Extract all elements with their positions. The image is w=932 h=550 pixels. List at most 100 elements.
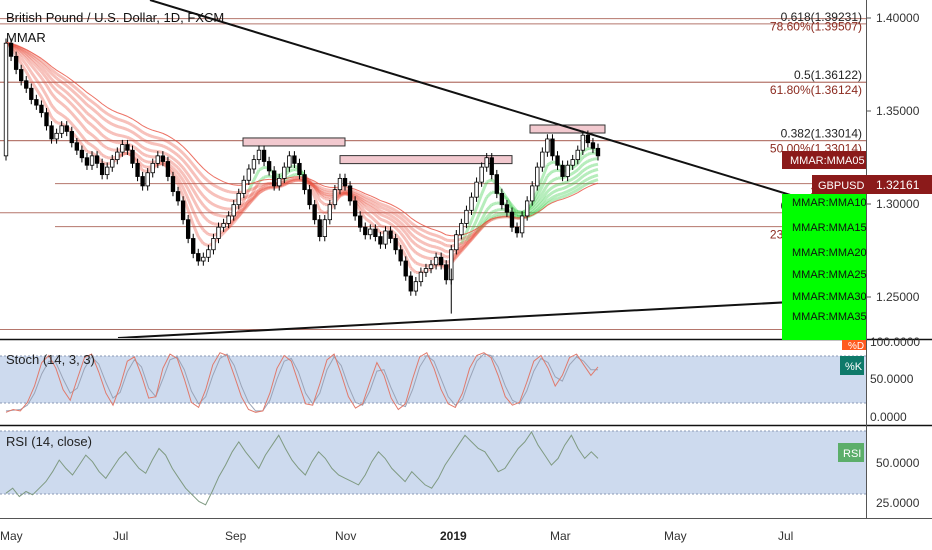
mma-ribbon-line <box>587 169 594 175</box>
mma-ribbon-line <box>455 248 463 255</box>
mma-ribbon-line <box>587 175 594 181</box>
candle-body <box>216 226 221 239</box>
mma-ribbon-line <box>404 232 412 241</box>
mma-ribbon-line <box>415 261 422 267</box>
mma-ribbon-line <box>359 190 366 195</box>
mma-ribbon-line <box>20 48 28 55</box>
mma-ribbon-line <box>213 176 219 180</box>
mma-ribbon-line <box>420 246 427 252</box>
mma-ribbon-line <box>313 182 321 189</box>
rsi-axis[interactable]: 50.0000 25.0000 <box>876 456 920 510</box>
mma-ribbon-line <box>294 178 300 182</box>
mma-ribbon-line <box>470 232 478 239</box>
mma-ribbon-line <box>247 179 256 191</box>
stoch-axis[interactable]: 100.0000 50.0000 0.0000 <box>870 335 920 424</box>
mma-ribbon-line <box>237 207 246 217</box>
mma-ribbon-line <box>557 195 563 200</box>
mma-ribbon-line <box>582 186 589 190</box>
candle-body <box>29 87 34 100</box>
candle-body <box>368 228 373 236</box>
mma-ribbon-line <box>486 178 493 184</box>
mma-ribbon-line <box>191 198 200 210</box>
mma-ribbon-line <box>80 98 89 106</box>
mma-ribbon-line <box>542 204 548 210</box>
mma-ribbon-line <box>162 151 169 157</box>
mma-ribbon-line <box>228 183 234 186</box>
mma-ribbon-line <box>157 136 164 141</box>
price-panel[interactable] <box>0 0 866 338</box>
mma-label: MMAR:MMA20 <box>792 247 867 259</box>
mma-ribbon-line <box>415 230 422 237</box>
stoch-k-badge <box>840 356 864 375</box>
mma-ribbon-line <box>212 193 220 199</box>
mma-ribbon-line <box>389 217 397 224</box>
candle-body <box>74 142 80 151</box>
mma-ribbon-line <box>374 219 382 227</box>
mma-ribbon-line <box>379 217 386 223</box>
time-axis[interactable]: May Jul Sep Nov 2019 Mar May Jul <box>0 529 793 543</box>
stoch-tick: 100.0000 <box>870 335 920 349</box>
mma-ribbon-line <box>162 144 169 150</box>
mma-ribbon-line <box>91 95 98 101</box>
mma-ribbon-line <box>404 221 412 229</box>
mma-ribbon-line <box>562 193 569 199</box>
mma-ribbon-line <box>410 217 417 222</box>
mma-ribbon-line <box>541 190 549 200</box>
mma-ribbon-line <box>516 210 523 215</box>
mma-ribbon-line <box>273 185 280 190</box>
mma-ribbon-line <box>252 180 261 192</box>
mma-ribbon-line <box>55 89 63 97</box>
candle-body <box>170 176 176 192</box>
upper-trendline[interactable] <box>149 0 866 219</box>
mma-ribbon-line <box>465 236 473 247</box>
mma-ribbon-line <box>374 213 382 221</box>
mma-label: MMAR:MMA35 <box>792 311 867 323</box>
mma-ribbon-line <box>576 163 584 171</box>
mma-ribbon-line <box>283 180 291 187</box>
mma-ribbon-line <box>557 182 563 187</box>
mma-ribbon-line <box>420 233 427 239</box>
mma-ribbon-line <box>592 182 599 186</box>
mma-ribbon-line <box>86 129 93 137</box>
mma-ribbon-line <box>264 178 270 181</box>
mma-ribbon-line <box>541 202 549 210</box>
mma-ribbon-line <box>157 143 164 148</box>
candle-body <box>565 164 570 177</box>
mma-ribbon-line <box>475 218 483 230</box>
mma-ribbon-line <box>465 236 473 243</box>
mma-ribbon-line <box>106 106 113 111</box>
mma-ribbon-line <box>379 213 387 218</box>
mma-ribbon-line <box>25 49 33 55</box>
mma-ribbon-line <box>222 226 230 233</box>
candle-body <box>337 177 343 191</box>
mma-ribbon-line <box>465 238 473 246</box>
mma-ribbon-line <box>101 116 109 123</box>
mma-ribbon-line <box>55 77 63 84</box>
mma-ribbon-line <box>566 182 574 188</box>
mma-ribbon-line <box>557 198 563 202</box>
mma-ribbon-line <box>289 176 295 179</box>
mma-ribbon-line <box>181 166 190 176</box>
mma-ribbon-line <box>465 230 473 242</box>
mma-ribbon-line <box>516 209 523 214</box>
candle-body <box>44 112 49 127</box>
price-axis[interactable]: 1.40000 1.35000 1.30000 1.25000 <box>866 11 920 304</box>
mma-ribbon-line <box>404 255 413 269</box>
mma-ribbon-line <box>46 61 52 67</box>
mma-ribbon-line <box>218 213 224 218</box>
mma-ribbon-line <box>223 197 230 202</box>
mma-ribbon-line <box>571 162 579 169</box>
mma-ribbon-line <box>24 71 33 82</box>
mma-ribbon-line <box>192 172 200 181</box>
lower-trendline[interactable] <box>117 297 866 338</box>
chart-title: British Pound / U.S. Dollar, 1D, FXCM <box>6 10 224 25</box>
mma-ribbon-line <box>192 157 199 164</box>
mma-ribbon-line <box>430 244 437 249</box>
mma-ribbon-line <box>96 120 104 128</box>
mma-ribbon-line <box>405 213 412 219</box>
mma-ribbon-line <box>247 189 256 201</box>
mma-ribbon-line <box>415 251 422 258</box>
mma-ribbon-line <box>364 200 371 206</box>
candle-body <box>454 234 459 251</box>
